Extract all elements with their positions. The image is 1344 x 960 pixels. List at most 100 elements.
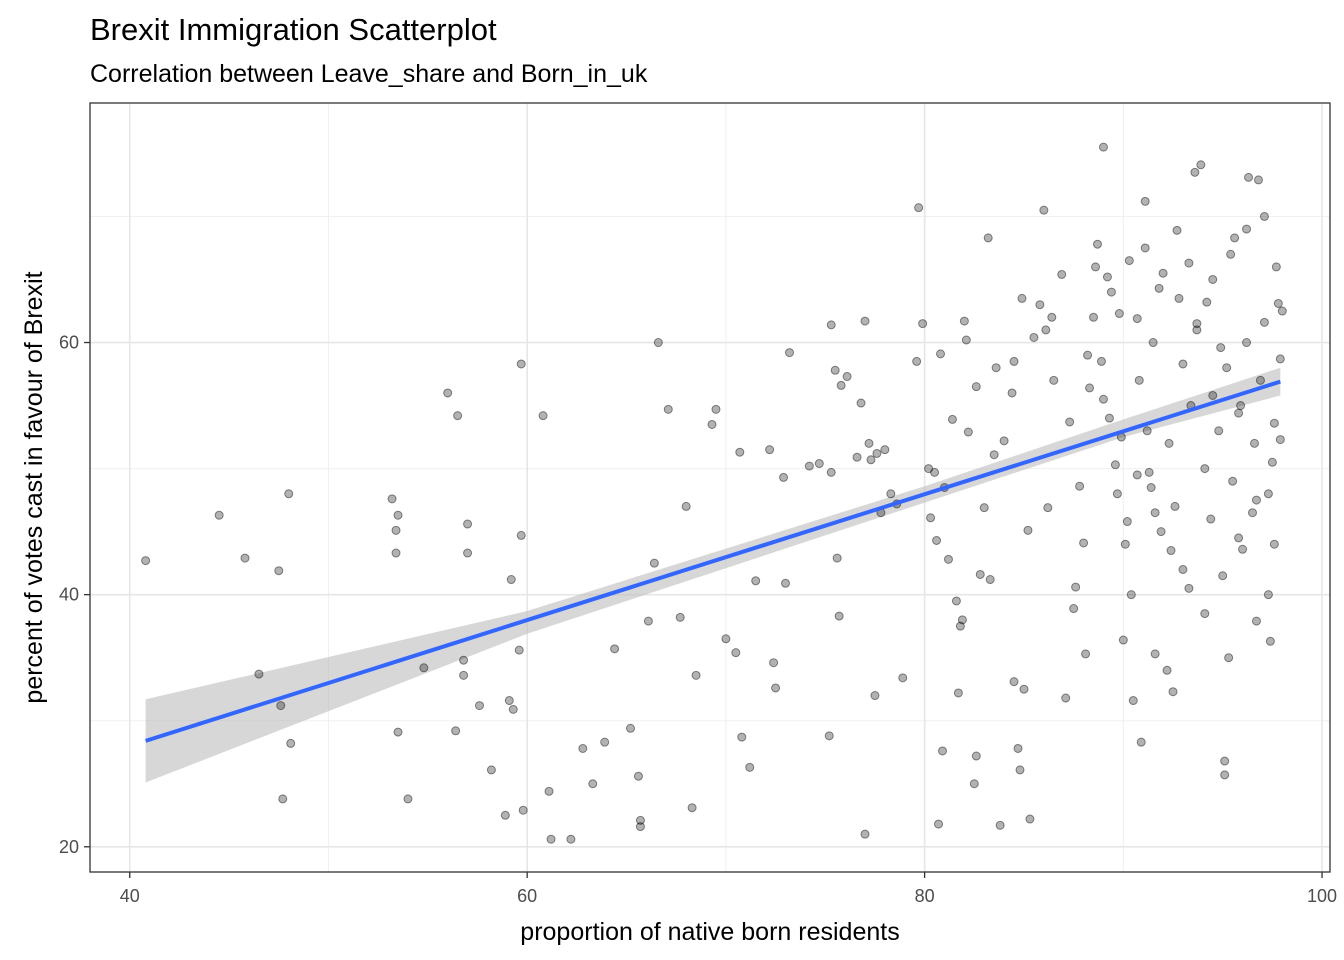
scatter-point [514,645,524,655]
scatter-point [771,683,781,693]
scatter-point [975,569,985,579]
scatter-point [1047,312,1057,322]
scatter-point [278,794,288,804]
scatter-point [1242,338,1252,348]
scatter-point [1124,256,1134,266]
scatter-point [872,448,882,458]
scatter-point [633,771,643,781]
scatter-point [1253,175,1263,185]
fit-line-layer [145,379,1281,743]
scatter-point [1118,635,1128,645]
scatter-point [1208,390,1218,400]
scatter-point [403,794,413,804]
scatter-point [1126,590,1136,600]
scatter-point [1222,363,1232,373]
scatter-point [1220,770,1230,780]
scatter-point [1146,483,1156,492]
scatter-point [765,445,775,455]
scatter-point [1035,300,1045,310]
scatter-point [1238,544,1248,554]
scatter-point [453,411,463,421]
scatter-point [393,510,403,520]
scatter-point [1178,359,1188,369]
scatter-point [1007,388,1017,398]
scatter-point [737,732,747,742]
scatter-point [1230,233,1240,243]
scatter-point [836,380,846,390]
data-points [141,142,1287,844]
scatter-point [518,805,528,815]
scatter-point [508,704,518,714]
scatter-point [387,494,397,504]
scatter-point [1098,394,1108,404]
scatter-point [653,338,663,348]
scatter-point [1114,309,1124,319]
scatter-point [779,472,789,482]
scatter-point [1009,677,1019,687]
y-tick-label: 40 [59,585,79,605]
scatter-point [284,489,294,499]
scatter-point [1226,249,1236,259]
scatter-point [1049,375,1059,385]
scatter-point [1017,293,1027,303]
scatter-point [643,616,653,626]
scatter-point [1196,160,1206,170]
scatter-point [1265,636,1275,646]
scatter-point [544,786,554,796]
scatter-point [1132,470,1142,480]
scatter-point [983,233,993,243]
scatter-point [649,558,659,568]
scatter-point [1184,258,1194,268]
scatter-point [463,548,473,558]
scatter-point [969,779,979,789]
scatter-point [1104,413,1114,423]
scatter-point [880,445,890,455]
scatter-point [826,467,836,477]
scatter-point [1136,737,1146,747]
scatter-point [516,359,526,369]
scatter-point [538,411,548,421]
scatter-point [393,727,403,737]
scatter-point [1154,283,1164,293]
scatter-point [1075,481,1085,491]
scatter-point [566,834,576,844]
scatter-point [912,356,922,366]
scatter-point [1148,338,1158,348]
scatter-point [1216,343,1226,353]
scatter-point [864,438,874,448]
scatter-point [1267,457,1277,467]
scatter-point [1081,649,1091,659]
scatter-point [663,404,673,414]
scatter-point [1224,653,1234,663]
scatter-point [1091,262,1101,272]
scatter-point [1093,239,1102,249]
scatter-point [1184,583,1194,593]
scatter-point [930,467,940,477]
scatter-point [1273,298,1283,308]
x-axis-title: proportion of native born residents [520,918,899,946]
scatter-point [1156,527,1166,537]
x-tick-label: 60 [517,886,537,906]
scatter-point [886,489,896,499]
scatter-point [1234,408,1244,418]
scatter-point [1158,268,1168,278]
scatter-point [516,530,526,540]
scatter-point [936,349,946,359]
scatter-point [971,751,981,761]
scatter-point [814,459,824,469]
scatter-point [860,316,870,326]
scatter-point [784,348,794,358]
scatter-point [832,553,842,563]
scatter-point [856,398,866,408]
x-tick-label: 40 [120,886,140,906]
scatter-point [1192,319,1202,329]
scatter-point [1251,616,1261,626]
panel-border [89,102,1331,873]
scatter-point [842,372,852,382]
scatter-point [486,765,496,775]
grid-lines [90,103,1330,872]
scatter-point [1029,332,1039,342]
scatter-point [924,464,934,474]
scatter-point [1271,262,1281,272]
